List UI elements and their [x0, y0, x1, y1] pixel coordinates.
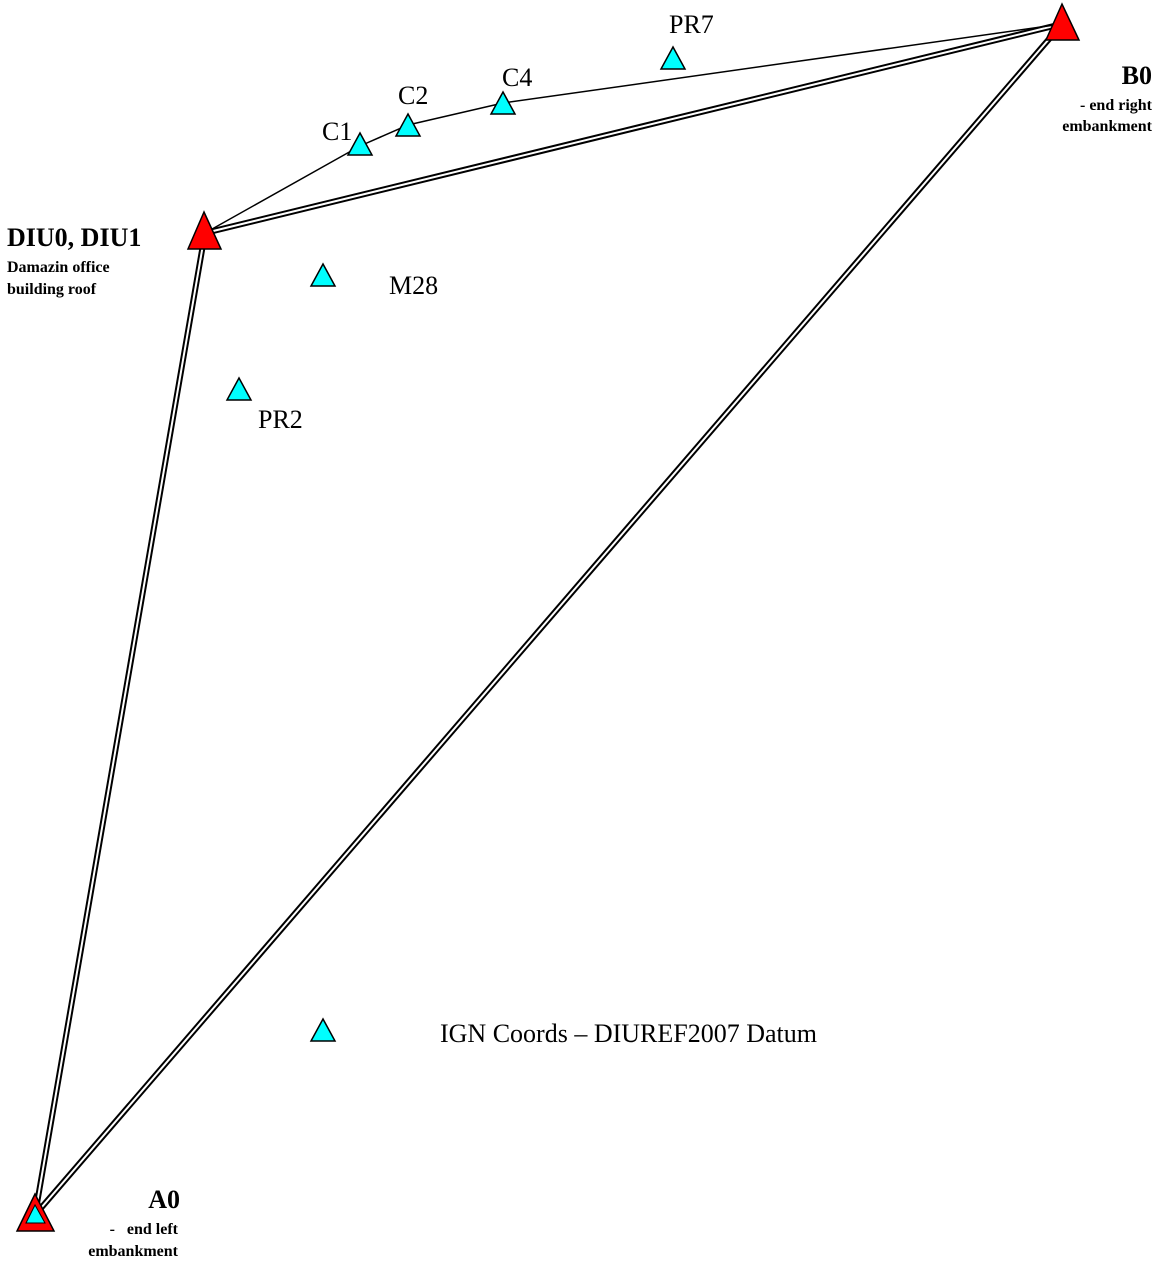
baseline-b0-a0	[32, 22, 1065, 1217]
c1-label: C1	[322, 117, 352, 146]
pr2-point-icon	[225, 376, 253, 401]
c2-point-icon	[394, 112, 422, 137]
a0-desc-line1: - end left	[110, 1221, 179, 1238]
pr7-label: PR7	[669, 10, 714, 39]
legend-label: IGN Coords – DIUREF2007 Datum	[440, 1019, 817, 1048]
c2-label: C2	[398, 81, 428, 110]
a0-station-label: A0	[148, 1185, 180, 1214]
legend-cyan-triangle-icon	[309, 1017, 337, 1042]
b0-station-label: B0	[1122, 61, 1152, 90]
a0-station-icon	[15, 1192, 56, 1232]
baseline-diu-a0	[32, 232, 208, 1216]
b0-station-icon	[1044, 2, 1081, 41]
c4-label: C4	[502, 63, 532, 92]
diu-desc-line2: building roof	[7, 281, 97, 298]
b0-desc-line1: - end right	[1080, 97, 1153, 114]
pr7-point-icon	[659, 45, 687, 70]
diu-desc-line1: Damazin office	[7, 259, 110, 276]
c1-point-icon	[346, 131, 374, 156]
diu-station-label: DIU0, DIU1	[7, 223, 141, 252]
pr2-label: PR2	[258, 405, 303, 434]
c4-point-icon	[489, 90, 517, 115]
m28-point-icon	[309, 262, 337, 287]
b0-desc-line2: embankment	[1062, 118, 1152, 135]
diu-station-icon	[186, 210, 223, 250]
m28-label: M28	[389, 271, 438, 300]
baseline-diu-b0	[204, 21, 1063, 236]
a0-desc-line2: embankment	[88, 1243, 178, 1260]
